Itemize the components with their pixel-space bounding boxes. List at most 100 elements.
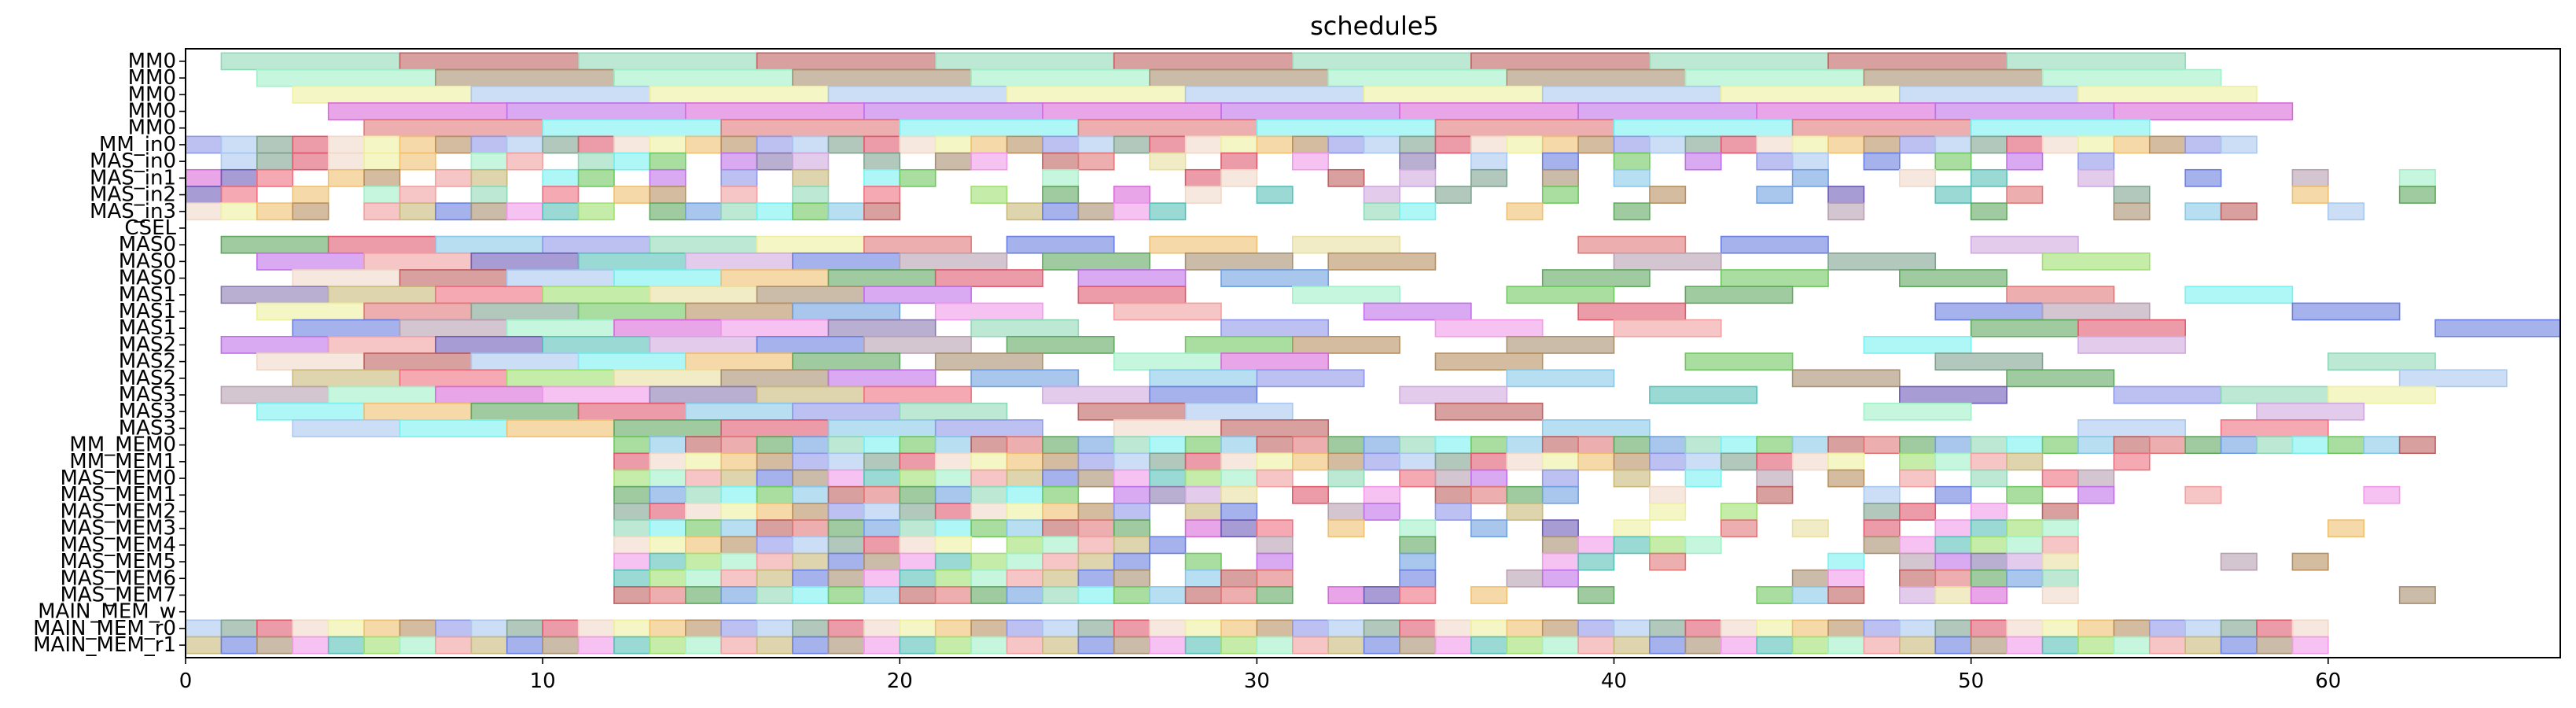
- task-bar: [542, 135, 580, 154]
- task-bar: [506, 319, 615, 337]
- task-bar: [684, 302, 793, 321]
- task-bar: [292, 369, 401, 388]
- task-bar: [1399, 469, 1437, 488]
- task-bar: [435, 286, 543, 304]
- task-bar: [1577, 536, 1615, 555]
- task-bar: [1791, 135, 1829, 154]
- task-bar: [613, 485, 651, 504]
- task-bar: [1934, 152, 1972, 171]
- task-bar: [327, 335, 436, 354]
- task-bar: [542, 202, 580, 221]
- task-bar: [577, 636, 615, 655]
- task-bar: [1577, 452, 1615, 471]
- task-bar: [185, 186, 223, 204]
- task-bar: [1613, 469, 1650, 488]
- task-bar: [1220, 152, 1258, 171]
- task-bar: [720, 419, 830, 437]
- task-bar: [1506, 369, 1615, 388]
- task-bar: [792, 503, 830, 521]
- task-bar: [1863, 68, 2044, 87]
- task-bar: [435, 636, 473, 655]
- task-bar: [185, 135, 223, 154]
- task-bar: [1113, 503, 1150, 521]
- task-bar: [1220, 319, 1330, 337]
- task-bar: [1256, 469, 1294, 488]
- task-bar: [863, 636, 901, 655]
- task-bar: [399, 202, 436, 221]
- task-bar: [2006, 536, 2044, 555]
- task-bar: [899, 485, 937, 504]
- task-bar: [1541, 436, 1579, 455]
- task-bar: [1042, 252, 1150, 271]
- task-bar: [1506, 619, 1544, 638]
- task-bar: [1506, 202, 1544, 221]
- task-bar: [1899, 269, 2007, 287]
- task-bar: [1899, 436, 1937, 455]
- task-bar: [792, 168, 830, 187]
- task-bar: [720, 152, 758, 171]
- task-bar: [756, 503, 793, 521]
- task-bar: [970, 186, 1008, 204]
- task-bar: [2256, 619, 2294, 638]
- task-bar: [1399, 102, 1579, 120]
- task-bar: [1327, 168, 1365, 187]
- task-bar: [1827, 52, 2007, 71]
- task-bar: [649, 503, 686, 521]
- task-bar: [899, 119, 1080, 138]
- task-bar: [613, 319, 723, 337]
- task-bar: [256, 168, 294, 187]
- task-bar: [863, 552, 901, 571]
- task-bar: [970, 586, 1008, 604]
- task-bar: [1791, 436, 1829, 455]
- task-bar: [1899, 619, 1937, 638]
- task-bar: [899, 586, 937, 604]
- task-bar: [1649, 636, 1687, 655]
- task-bar: [363, 636, 401, 655]
- task-bar: [470, 168, 508, 187]
- task-bar: [899, 569, 937, 588]
- task-bar: [1220, 519, 1258, 538]
- task-bar: [542, 119, 723, 138]
- task-bar: [2398, 168, 2436, 187]
- task-bar: [1363, 452, 1400, 471]
- task-bar: [399, 135, 436, 154]
- task-bar: [899, 436, 937, 455]
- task-bar: [2148, 436, 2186, 455]
- task-bar: [613, 536, 651, 555]
- task-bar: [1899, 168, 1937, 187]
- task-bar: [684, 135, 723, 154]
- task-bar: [899, 536, 937, 555]
- task-bar: [792, 452, 830, 471]
- task-bar: [649, 536, 686, 555]
- task-bar: [827, 319, 937, 337]
- task-bar: [792, 485, 830, 504]
- task-bar: [684, 252, 793, 271]
- task-bar: [934, 52, 1115, 71]
- task-bar: [1327, 252, 1437, 271]
- y-tick-label: MAS_MEM1: [60, 483, 176, 507]
- task-bar: [827, 536, 865, 555]
- task-bar: [1970, 202, 2007, 221]
- task-bar: [363, 119, 543, 138]
- task-bar: [1720, 619, 1757, 638]
- task-bar: [1827, 135, 1865, 154]
- task-bar: [470, 636, 508, 655]
- task-bar: [1541, 552, 1579, 571]
- task-bar: [1899, 552, 1937, 571]
- task-bar: [756, 569, 793, 588]
- task-bar: [1541, 619, 1579, 638]
- task-bar: [1363, 619, 1400, 638]
- task-bar: [435, 202, 473, 221]
- task-bar: [792, 436, 830, 455]
- task-bar: [2148, 636, 2186, 655]
- task-bar: [1077, 503, 1115, 521]
- task-bar: [756, 552, 793, 571]
- task-bar: [1077, 436, 1115, 455]
- task-bar: [1863, 485, 1901, 504]
- task-bar: [1042, 385, 1150, 404]
- task-bar: [1042, 586, 1080, 604]
- task-bar: [1149, 636, 1187, 655]
- task-bar: [1613, 519, 1650, 538]
- task-bar: [899, 519, 937, 538]
- task-bar: [1042, 452, 1080, 471]
